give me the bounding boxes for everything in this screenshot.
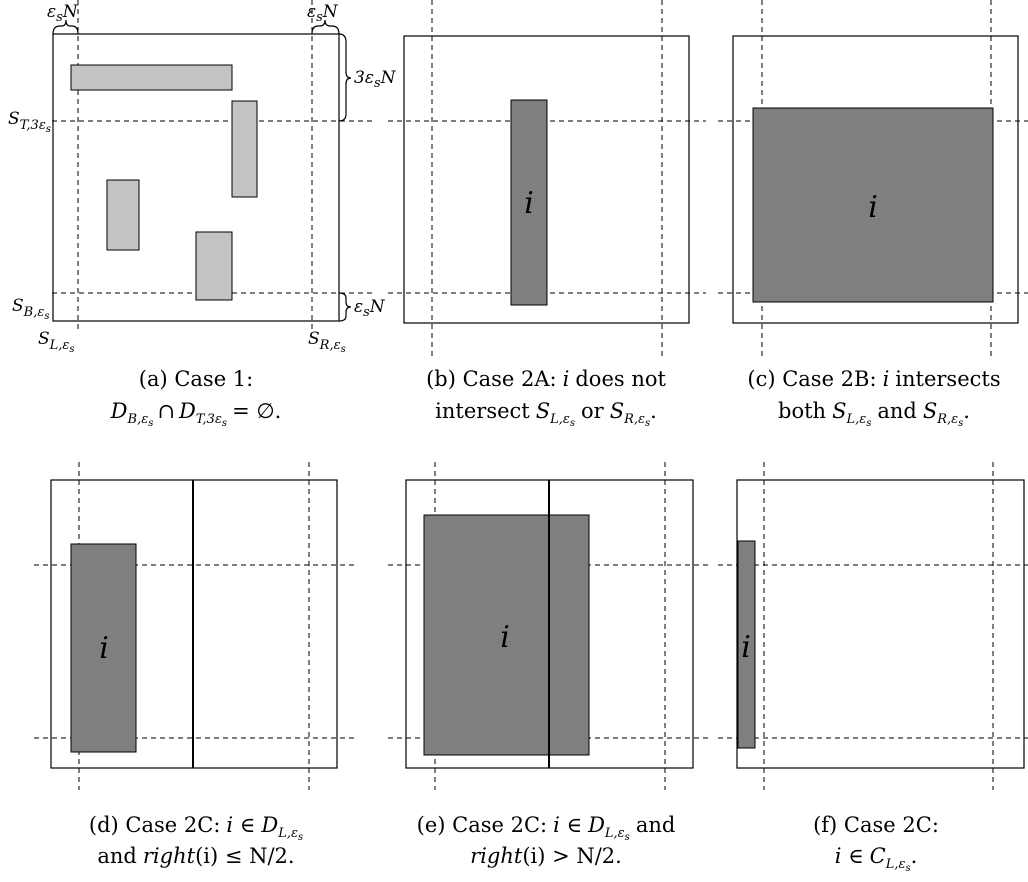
panel-f-item [737,540,756,749]
panel-a-s-l-label: SL,εs [38,329,75,355]
panel-b: i (b) Case 2A: i does not intersect SL,εsor… [388,0,706,429]
panel-a-item-4 [195,231,233,301]
panel-f-caption-line2: i ∈ CL,εs. [835,844,918,874]
panel-e-caption-line2: right(i) > N/2. [470,844,622,868]
panel-c: i (c) Case 2B: i intersects both SL,εsand SR… [718,0,1028,429]
panel-a-s-t-label: ST,3εs [8,109,51,135]
panel-c-item [752,107,994,303]
panel-a-frame [52,33,340,322]
panel-b-caption-line1: (b) Case 2A: i does not [426,367,666,391]
panel-e-item-label: i [500,620,510,655]
panel-f-frame [736,479,1025,769]
panel-c-item-label: i [868,190,878,225]
panel-f-caption-line1: (f) Case 2C: [813,813,939,837]
panel-c-caption-line2: both SL,εsand SR,εs. [778,399,970,429]
panel-a-eps-n-right-label: εsN [307,2,339,25]
panel-a: εsN εsN 3εsN εsN ST,3εs SB,εs SL,εs SR,ε… [8,0,397,429]
panel-c-frame [732,35,1019,324]
panel-c-caption-line1: (c) Case 2B: i intersects [747,367,1000,391]
panel-a-item-3 [106,179,140,251]
panel-a-caption-line2: DB,εs∩ DT,3εs= ∅. [110,399,282,429]
panel-a-3eps-brace [338,33,352,122]
panel-a-item-2 [231,100,258,198]
panel-a-eps-bottom-brace [338,292,352,322]
panel-a-3eps-n-label: 3εsN [354,68,397,91]
panel-b-item-label: i [524,186,534,221]
panel-b-item [510,99,548,306]
panel-b-caption-line2: intersect SL,εsor SR,εs. [435,399,657,429]
panel-a-s-r-label: SR,εs [308,329,346,355]
panel-e-item [423,514,590,756]
panel-d-item-label: i [99,631,109,666]
panel-d-caption-line1: (d) Case 2C: i ∈ DL,εs [89,813,303,843]
panel-b-frame [403,35,690,324]
panel-a-eps-n-left-label: εsN [47,2,79,25]
panel-e-caption-line1: (e) Case 2C: i ∈ DL,εsand [417,813,676,843]
panel-d-caption-line2: and right(i) ≤ N/2. [97,844,294,868]
panel-a-s-b-label: SB,εs [12,296,49,322]
panel-f: i (f) Case 2C: i ∈ CL,εs. [718,462,1028,874]
panel-f-item-label: i [741,630,751,665]
panel-d-item [70,543,137,753]
panel-a-caption-line1: (a) Case 1: [139,367,254,391]
panel-a-eps-n-bottom-label: εsN [354,297,386,320]
panel-d: i (d) Case 2C: i ∈ DL,εs and right(i) ≤ N/2… [34,462,356,868]
panel-a-item-1 [70,64,233,91]
panel-e: i (e) Case 2C: i ∈ DL,εsand right(i) > N/2… [388,462,712,868]
panel-a-right-top-brace [311,19,340,35]
panel-a-left-top-brace [52,19,79,35]
